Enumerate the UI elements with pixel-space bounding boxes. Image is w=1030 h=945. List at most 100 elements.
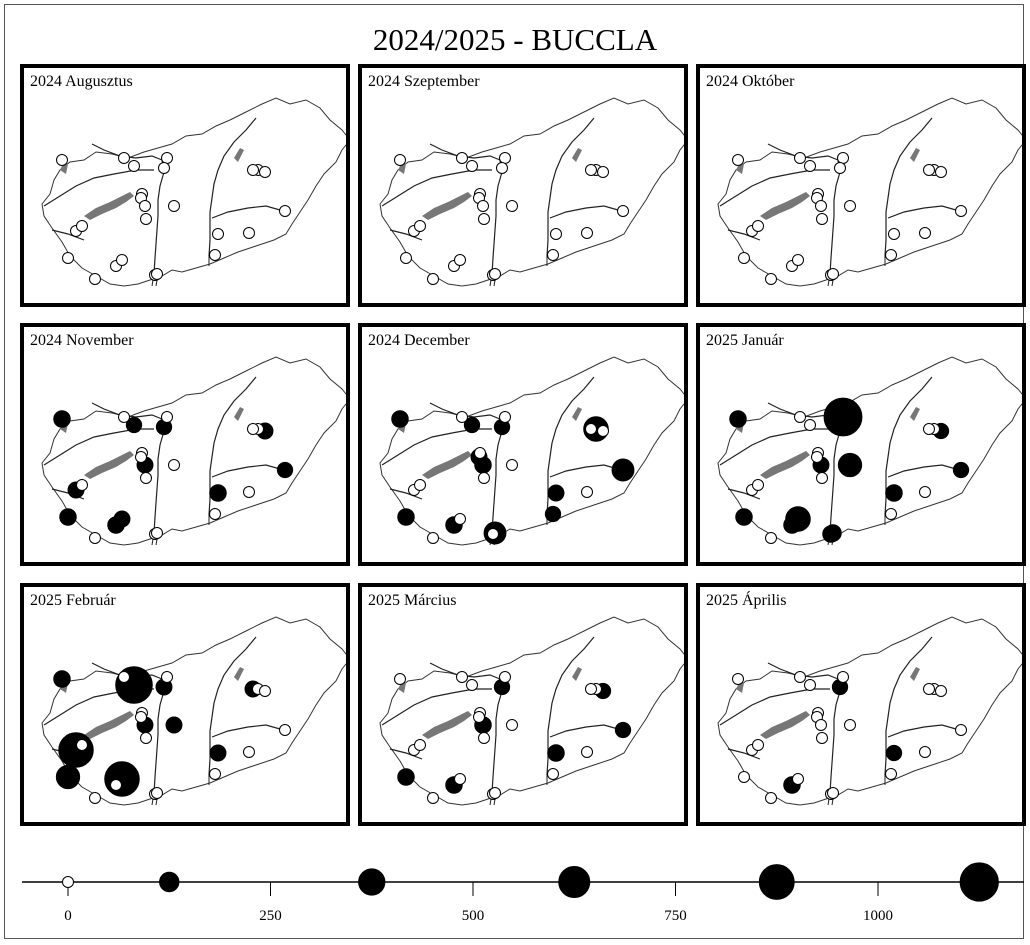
station-s22-marker bbox=[117, 255, 128, 266]
station-s11-marker bbox=[507, 201, 518, 212]
station-s04-marker bbox=[162, 153, 173, 164]
station-s14-marker bbox=[924, 684, 935, 695]
panel-label: 2024 Augusztus bbox=[30, 73, 133, 91]
station-s17-marker bbox=[210, 509, 221, 520]
station-s03-marker bbox=[805, 420, 816, 431]
station-s16-marker bbox=[886, 745, 901, 760]
station-s11-marker bbox=[507, 720, 518, 731]
country-outline bbox=[42, 98, 350, 286]
map-panel-2: 2024 Szeptember bbox=[358, 64, 688, 307]
station-s16-marker bbox=[548, 485, 564, 501]
station-s18-marker bbox=[582, 747, 593, 758]
station-s19-marker bbox=[63, 253, 74, 264]
station-s23-marker bbox=[488, 529, 499, 540]
station-s01-marker bbox=[733, 155, 744, 166]
station-s18-marker bbox=[582, 228, 593, 239]
lake-shape bbox=[84, 711, 134, 739]
station-s18-marker bbox=[582, 487, 593, 498]
station-s17-marker bbox=[886, 509, 897, 520]
station-s03-marker bbox=[467, 161, 478, 172]
station-s20-marker bbox=[428, 274, 439, 285]
panel-label: 2025 Április bbox=[706, 592, 786, 610]
station-s11-marker bbox=[169, 201, 180, 212]
station-s03-marker bbox=[805, 161, 816, 172]
map-canvas bbox=[700, 68, 1026, 307]
station-s09-marker bbox=[478, 201, 489, 212]
river-line bbox=[212, 725, 280, 737]
station-s01-marker bbox=[395, 155, 406, 166]
lake-shape bbox=[910, 148, 920, 162]
station-s22-marker bbox=[455, 514, 466, 525]
station-s16-marker bbox=[210, 485, 227, 502]
station-s15-marker bbox=[618, 206, 629, 217]
station-s20-marker bbox=[90, 793, 101, 804]
station-s01-marker bbox=[733, 674, 744, 685]
station-s17-marker bbox=[886, 769, 897, 780]
station-s22-marker bbox=[793, 774, 804, 785]
panel-label: 2024 November bbox=[30, 332, 134, 350]
station-s25-marker bbox=[835, 163, 846, 174]
station-s24-marker bbox=[490, 788, 501, 799]
station-s10-marker bbox=[817, 473, 828, 484]
river-line bbox=[888, 725, 956, 737]
map-canvas bbox=[700, 587, 1026, 826]
station-s14-marker bbox=[248, 165, 259, 176]
lake-shape bbox=[422, 192, 472, 220]
station-s10-marker bbox=[141, 473, 152, 484]
station-s16-marker bbox=[889, 229, 900, 240]
station-s15-marker bbox=[615, 722, 630, 737]
station-s02-marker bbox=[457, 412, 468, 423]
station-s22-marker bbox=[114, 511, 130, 527]
station-s06-marker bbox=[753, 740, 764, 751]
panel-label: 2024 Október bbox=[706, 73, 794, 91]
station-s06-marker bbox=[753, 221, 764, 232]
panel-label: 2024 Szeptember bbox=[368, 73, 480, 91]
station-s04-marker bbox=[500, 672, 511, 683]
lake-shape bbox=[84, 192, 134, 220]
station-s11-marker bbox=[169, 460, 180, 471]
station-s02-marker bbox=[795, 672, 806, 683]
station-s13-marker bbox=[260, 686, 271, 697]
map-panel-3: 2024 Október bbox=[696, 64, 1026, 307]
station-s19-marker bbox=[739, 253, 750, 264]
station-s24-marker bbox=[152, 788, 163, 799]
station-s14-marker bbox=[924, 165, 935, 176]
station-s19-marker bbox=[398, 769, 415, 786]
station-s06-marker bbox=[77, 221, 88, 232]
station-s21-marker bbox=[111, 780, 122, 791]
map-panel-8: 2025 Március bbox=[358, 583, 688, 826]
river-line bbox=[212, 465, 280, 477]
station-s24-marker bbox=[828, 788, 839, 799]
station-s17-marker bbox=[548, 250, 559, 261]
map-canvas bbox=[700, 327, 1026, 566]
river-line bbox=[550, 725, 618, 737]
country-outline bbox=[718, 617, 1026, 805]
lake-shape bbox=[910, 667, 920, 681]
station-s24-marker bbox=[152, 528, 163, 539]
panel-label: 2024 December bbox=[368, 332, 470, 350]
station-s04-marker bbox=[838, 672, 849, 683]
station-s03-marker bbox=[129, 161, 140, 172]
station-s06-marker bbox=[415, 480, 426, 491]
station-s08-marker bbox=[812, 452, 823, 463]
map-panel-5: 2024 December bbox=[358, 323, 688, 566]
station-s16-marker bbox=[213, 229, 224, 240]
country-outline bbox=[380, 617, 688, 805]
station-s06-marker bbox=[77, 480, 88, 491]
map-canvas bbox=[362, 327, 688, 566]
station-s15-marker bbox=[953, 462, 968, 477]
lake-shape bbox=[572, 407, 582, 421]
map-panel-1: 2024 Augusztus bbox=[20, 64, 350, 307]
station-s11-marker bbox=[845, 720, 856, 731]
legend-size-symbol bbox=[759, 865, 794, 900]
river-line bbox=[550, 465, 618, 477]
figure-title: 2024/2025 - BUCCLA bbox=[0, 22, 1030, 58]
station-s04-marker bbox=[500, 412, 511, 423]
station-s16-marker bbox=[210, 745, 226, 761]
size-legend: 0 250 500 750 1000 bbox=[0, 855, 1030, 925]
lake-shape bbox=[760, 192, 810, 220]
station-s20-marker bbox=[90, 274, 101, 285]
station-s13-marker bbox=[598, 167, 609, 178]
station-s20-marker bbox=[428, 533, 439, 544]
map-canvas bbox=[24, 587, 350, 826]
